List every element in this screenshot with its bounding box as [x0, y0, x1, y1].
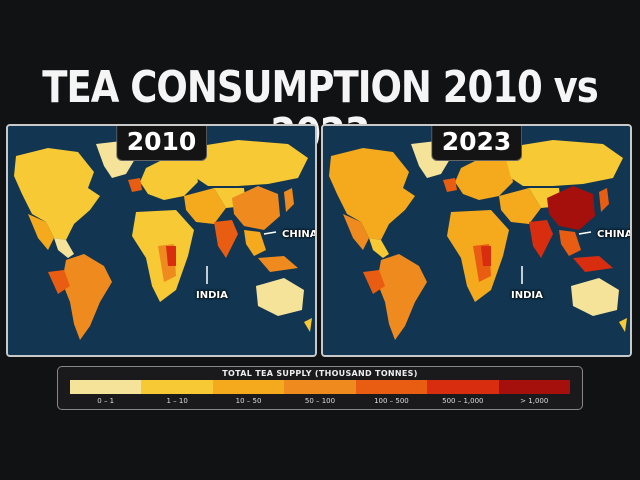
legend-label-2: 10 – 50	[235, 397, 262, 405]
year-badge-2023: 2023	[430, 126, 523, 161]
legend-swatch-0	[70, 380, 142, 394]
legend-swatch-1	[141, 380, 213, 394]
legend-label-1: 1 – 10	[166, 397, 188, 405]
legend-label-4: 100 – 500	[374, 397, 409, 405]
map-panel-2010: 2010 CHINA INDIA	[6, 124, 317, 357]
legend-label-0: 0 – 1	[97, 397, 115, 405]
map-panel-2023: 2023 CHINA INDIA	[321, 124, 632, 357]
legend-swatch-5	[427, 380, 499, 394]
legend-label-5: 500 – 1,000	[442, 397, 484, 405]
legend-swatches	[70, 380, 570, 394]
legend: TOTAL TEA SUPPLY (THOUSAND TONNES) 0 – 1…	[57, 366, 583, 410]
india-label-2023: INDIA	[511, 290, 543, 301]
legend-swatch-4	[355, 380, 428, 394]
legend-title: TOTAL TEA SUPPLY (THOUSAND TONNES)	[222, 369, 418, 378]
legend-swatch-3	[284, 380, 356, 394]
china-label-2010: CHINA	[282, 229, 317, 240]
india-label-2010: INDIA	[196, 290, 228, 301]
world-map-2023	[323, 126, 630, 355]
world-map-2010	[8, 126, 315, 355]
legend-labels: 0 – 1 1 – 10 10 – 50 50 – 100 100 – 500 500 –…	[70, 397, 570, 405]
legend-label-3: 50 – 100	[304, 397, 336, 405]
legend-swatch-2	[212, 380, 285, 394]
legend-swatch-6	[498, 380, 570, 394]
legend-label-6: > 1,000	[520, 397, 549, 405]
china-label-2023: CHINA	[597, 229, 632, 240]
year-badge-2010: 2010	[115, 126, 208, 161]
